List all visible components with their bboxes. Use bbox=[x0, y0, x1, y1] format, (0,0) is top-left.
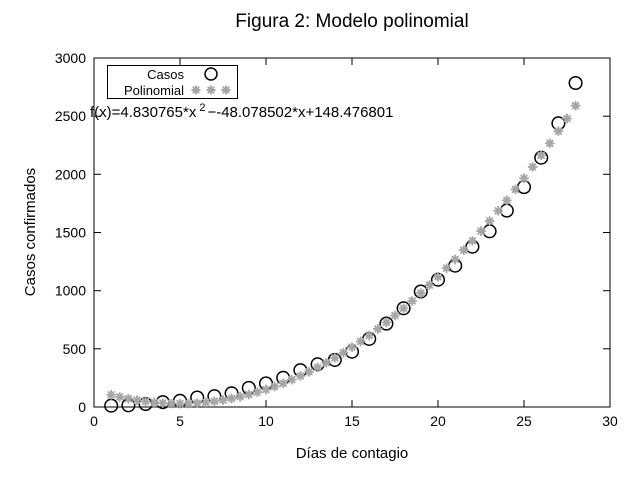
legend-row-polinomial: Polinomial bbox=[108, 82, 237, 98]
data-point-polinomial bbox=[209, 396, 220, 407]
data-point-polinomial bbox=[321, 357, 332, 368]
data-point-polinomial bbox=[458, 245, 469, 256]
legend-row-casos: Casos bbox=[108, 66, 237, 82]
data-point-polinomial bbox=[106, 389, 117, 400]
y-tick-label: 1500 bbox=[55, 225, 86, 241]
x-tick-label: 0 bbox=[90, 413, 98, 429]
data-point-polinomial bbox=[252, 387, 263, 398]
x-axis-label: Días de contagio bbox=[295, 445, 409, 462]
data-point-polinomial bbox=[278, 378, 289, 389]
data-point-polinomial bbox=[441, 263, 452, 274]
data-point-polinomial bbox=[536, 150, 547, 161]
data-point-casos bbox=[104, 398, 119, 413]
data-point-polinomial bbox=[269, 381, 280, 392]
data-point-polinomial bbox=[312, 362, 323, 373]
y-tick-label: 500 bbox=[63, 341, 87, 357]
data-point-casos bbox=[396, 301, 411, 316]
data-point-polinomial bbox=[166, 398, 177, 409]
data-point-polinomial bbox=[501, 195, 512, 206]
x-tick-label: 20 bbox=[430, 413, 446, 429]
data-point-polinomial bbox=[381, 317, 392, 328]
data-point-polinomial bbox=[562, 113, 572, 124]
data-point-polinomial bbox=[261, 384, 271, 395]
data-point-casos bbox=[568, 75, 583, 91]
data-point-polinomial bbox=[390, 310, 400, 321]
y-tick-label: 0 bbox=[78, 399, 86, 415]
x-tick-label: 5 bbox=[176, 413, 184, 429]
data-point-polinomial bbox=[347, 342, 357, 353]
formula-superscript: 2 bbox=[199, 102, 206, 114]
data-point-polinomial bbox=[553, 126, 564, 137]
data-point-polinomial bbox=[467, 235, 478, 246]
legend-label-casos: Casos bbox=[147, 66, 184, 82]
legend-asterisk-icon bbox=[190, 85, 201, 95]
x-tick-label: 25 bbox=[516, 413, 532, 429]
data-point-polinomial bbox=[114, 391, 125, 402]
data-point-polinomial bbox=[544, 138, 555, 149]
formula-prefix: f(x)=4.830765*x bbox=[90, 104, 197, 121]
data-point-polinomial bbox=[570, 100, 581, 111]
data-point-polinomial bbox=[295, 370, 306, 381]
data-point-polinomial bbox=[243, 389, 254, 400]
data-point-polinomial bbox=[175, 398, 185, 409]
asterisk-marker-icon bbox=[184, 82, 237, 98]
x-tick-label: 15 bbox=[344, 413, 360, 429]
data-point-polinomial bbox=[132, 395, 142, 406]
data-point-polinomial bbox=[192, 398, 203, 409]
data-point-polinomial bbox=[286, 374, 297, 385]
data-point-polinomial bbox=[157, 398, 168, 409]
data-point-polinomial bbox=[355, 336, 366, 347]
formula-suffix: −-48.078502*x+148.476801 bbox=[207, 104, 394, 121]
data-point-polinomial bbox=[424, 280, 435, 291]
data-point-polinomial bbox=[527, 161, 538, 172]
y-tick-label: 2000 bbox=[55, 166, 86, 182]
legend-asterisk-icon bbox=[205, 85, 216, 95]
data-point-polinomial bbox=[183, 398, 194, 409]
chart-title: Figura 2: Modelo polinomial bbox=[235, 11, 469, 32]
legend-asterisk-icon bbox=[220, 85, 231, 95]
data-point-polinomial bbox=[304, 366, 314, 377]
data-point-polinomial bbox=[433, 271, 443, 282]
data-point-polinomial bbox=[407, 295, 418, 306]
data-point-polinomial bbox=[398, 303, 409, 314]
circle-marker-icon bbox=[184, 66, 237, 82]
data-point-polinomial bbox=[235, 391, 246, 402]
data-point-polinomial bbox=[226, 393, 237, 404]
data-point-polinomial bbox=[415, 288, 426, 299]
data-point-polinomial bbox=[476, 226, 486, 237]
data-point-polinomial bbox=[519, 173, 529, 184]
data-point-polinomial bbox=[218, 395, 228, 406]
data-point-polinomial bbox=[450, 254, 461, 265]
x-tick-label: 30 bbox=[602, 413, 618, 429]
legend: Casos Polinomial bbox=[107, 65, 238, 99]
y-tick-label: 1000 bbox=[55, 283, 86, 299]
y-tick-label: 3000 bbox=[55, 50, 86, 66]
data-point-polinomial bbox=[149, 397, 160, 408]
data-point-polinomial bbox=[123, 393, 134, 404]
data-point-polinomial bbox=[484, 216, 495, 227]
data-point-polinomial bbox=[510, 184, 521, 195]
data-point-polinomial bbox=[329, 352, 340, 363]
data-point-polinomial bbox=[338, 347, 349, 358]
legend-circle-icon bbox=[203, 67, 218, 81]
data-point-polinomial bbox=[493, 205, 504, 216]
fit-formula-annotation: f(x)=4.830765*x 2 −-48.078502*x+148.476801 bbox=[90, 102, 394, 121]
x-tick-label: 10 bbox=[258, 413, 274, 429]
data-point-casos bbox=[379, 316, 394, 331]
y-tick-label: 2500 bbox=[55, 108, 86, 124]
y-axis-label: Casos confirmados bbox=[22, 167, 39, 297]
data-point-polinomial bbox=[200, 397, 211, 408]
data-point-polinomial bbox=[364, 330, 375, 341]
data-point-polinomial bbox=[140, 396, 151, 407]
legend-label-polinomial: Polinomial bbox=[124, 82, 184, 98]
data-point-polinomial bbox=[372, 324, 383, 334]
